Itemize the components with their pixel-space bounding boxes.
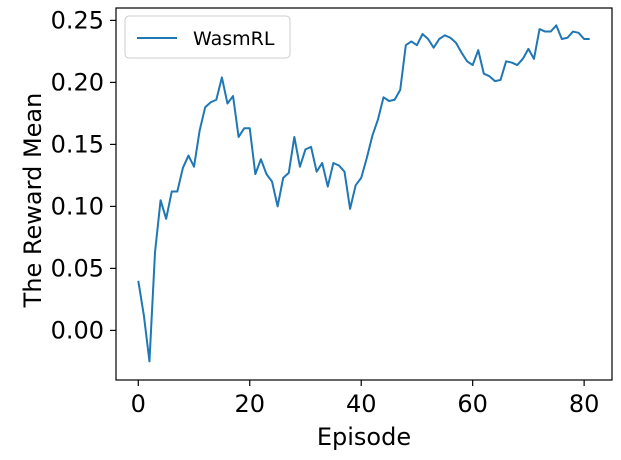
x-tick-label: 80 [569,390,600,418]
y-axis-label: The Reward Mean [19,93,47,309]
y-axis-ticks: 0.00 0.05 0.10 0.15 0.20 0.25 [51,6,116,344]
x-tick-label: 60 [457,390,488,418]
y-tick-label: 0.20 [51,68,104,96]
plot-frame [115,7,613,381]
y-tick-label: 0.25 [51,6,104,34]
x-tick-label: 0 [131,390,146,418]
plot-marks [137,24,590,363]
series-line-wasmrl [137,24,590,363]
x-axis-label: Episode [317,423,411,451]
y-tick-label: 0.00 [51,316,104,344]
legend: WasmRL [124,15,291,59]
y-tick-label: 0.15 [51,130,104,158]
y-tick-label: 0.10 [51,192,104,220]
y-tick-label: 0.05 [51,254,104,282]
x-axis-ticks: 0 20 40 60 80 [131,380,600,418]
legend-label-wasmrl: WasmRL [193,28,275,50]
legend-box [124,15,291,59]
x-tick-label: 40 [346,390,377,418]
x-tick-label: 20 [234,390,265,418]
